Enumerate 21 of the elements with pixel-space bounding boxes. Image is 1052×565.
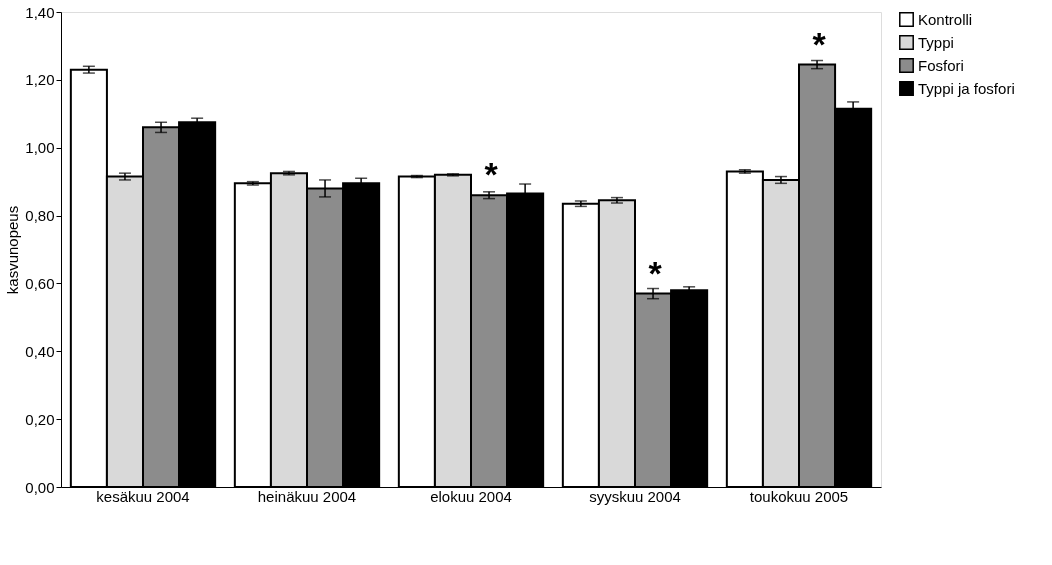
y-tick-label: 0,20 bbox=[25, 410, 55, 428]
x-tick-label: elokuu 2004 bbox=[430, 487, 512, 505]
legend-label: Fosfori bbox=[918, 56, 964, 74]
y-tick-label: 0,80 bbox=[25, 207, 55, 225]
legend-label: Kontrolli bbox=[918, 10, 973, 28]
x-tick-label: syyskuu 2004 bbox=[589, 487, 681, 505]
annotation: * bbox=[648, 253, 663, 292]
y-tick-label: 0,40 bbox=[25, 342, 55, 360]
y-tick-label: 1,20 bbox=[25, 71, 55, 89]
annotation: * bbox=[484, 155, 499, 194]
annotation: * bbox=[812, 24, 827, 63]
x-tick-label: toukokuu 2005 bbox=[749, 487, 849, 505]
x-tick-label: heinäkuu 2004 bbox=[257, 487, 357, 505]
y-tick-label: 0,60 bbox=[25, 274, 55, 292]
x-tick-label: kesäkuu 2004 bbox=[96, 487, 190, 505]
y-tick-label: 1,00 bbox=[25, 139, 55, 157]
y-tick-label: 1,40 bbox=[25, 3, 55, 21]
legend-label: Typpi ja fosfori bbox=[918, 79, 1015, 97]
legend-label: Typpi bbox=[918, 33, 954, 51]
y-axis-title: kasvunopeus bbox=[4, 205, 22, 295]
y-tick-label: 0,00 bbox=[25, 478, 55, 496]
